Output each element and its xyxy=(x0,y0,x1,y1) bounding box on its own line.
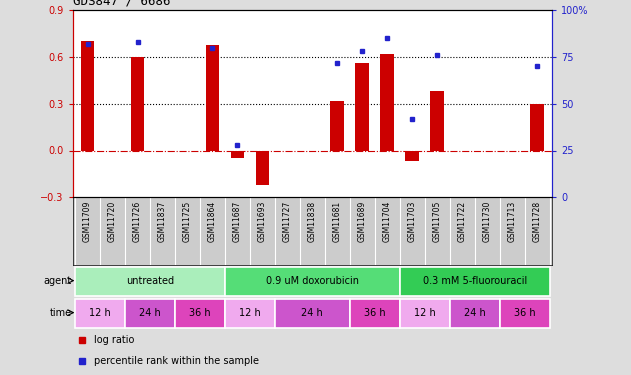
Text: 0.3 mM 5-fluorouracil: 0.3 mM 5-fluorouracil xyxy=(423,276,527,286)
Text: 12 h: 12 h xyxy=(89,308,111,318)
Text: GSM11838: GSM11838 xyxy=(308,201,317,242)
Bar xyxy=(450,299,500,328)
Bar xyxy=(400,299,450,328)
Text: GSM11730: GSM11730 xyxy=(483,201,492,242)
Bar xyxy=(275,299,350,328)
Bar xyxy=(430,91,444,150)
Bar xyxy=(175,299,225,328)
Bar xyxy=(405,150,419,161)
Text: untreated: untreated xyxy=(126,276,174,286)
Text: 36 h: 36 h xyxy=(189,308,211,318)
Text: GSM11709: GSM11709 xyxy=(83,201,92,242)
Text: GSM11722: GSM11722 xyxy=(457,201,467,242)
Bar xyxy=(256,150,269,185)
Bar xyxy=(350,299,400,328)
Text: GSM11703: GSM11703 xyxy=(408,201,416,242)
Text: GSM11681: GSM11681 xyxy=(333,201,342,242)
Text: GDS847 / 6686: GDS847 / 6686 xyxy=(73,0,170,8)
Text: GSM11864: GSM11864 xyxy=(208,201,217,242)
Text: GSM11727: GSM11727 xyxy=(283,201,292,242)
Bar xyxy=(125,299,175,328)
Text: 0.9 uM doxorubicin: 0.9 uM doxorubicin xyxy=(266,276,359,286)
Text: 12 h: 12 h xyxy=(239,308,261,318)
Bar xyxy=(225,267,400,296)
Text: 12 h: 12 h xyxy=(414,308,435,318)
Text: GSM11837: GSM11837 xyxy=(158,201,167,242)
Bar xyxy=(400,267,550,296)
Bar xyxy=(500,299,550,328)
Text: GSM11704: GSM11704 xyxy=(383,201,392,242)
Text: GSM11687: GSM11687 xyxy=(233,201,242,242)
Bar xyxy=(206,45,220,150)
Text: percentile rank within the sample: percentile rank within the sample xyxy=(94,356,259,366)
Text: GSM11726: GSM11726 xyxy=(133,201,142,242)
Text: 36 h: 36 h xyxy=(514,308,536,318)
Text: agent: agent xyxy=(44,276,72,286)
Text: GSM11705: GSM11705 xyxy=(433,201,442,242)
Text: log ratio: log ratio xyxy=(94,335,134,345)
Bar xyxy=(75,299,125,328)
Bar xyxy=(530,104,544,150)
Text: GSM11713: GSM11713 xyxy=(508,201,517,242)
Bar xyxy=(75,267,225,296)
Bar xyxy=(380,54,394,150)
Text: time: time xyxy=(50,308,72,318)
Text: 36 h: 36 h xyxy=(364,308,386,318)
Text: 24 h: 24 h xyxy=(139,308,161,318)
Text: GSM11689: GSM11689 xyxy=(358,201,367,242)
Text: GSM11693: GSM11693 xyxy=(258,201,267,242)
Bar xyxy=(131,57,144,150)
Text: GSM11720: GSM11720 xyxy=(108,201,117,242)
Bar xyxy=(331,100,344,150)
Text: 24 h: 24 h xyxy=(302,308,323,318)
Bar xyxy=(225,299,275,328)
Bar xyxy=(355,63,369,150)
Bar xyxy=(230,150,244,158)
Bar xyxy=(81,41,95,150)
Text: GSM11725: GSM11725 xyxy=(183,201,192,242)
Text: 24 h: 24 h xyxy=(464,308,486,318)
Text: GSM11728: GSM11728 xyxy=(533,201,541,242)
